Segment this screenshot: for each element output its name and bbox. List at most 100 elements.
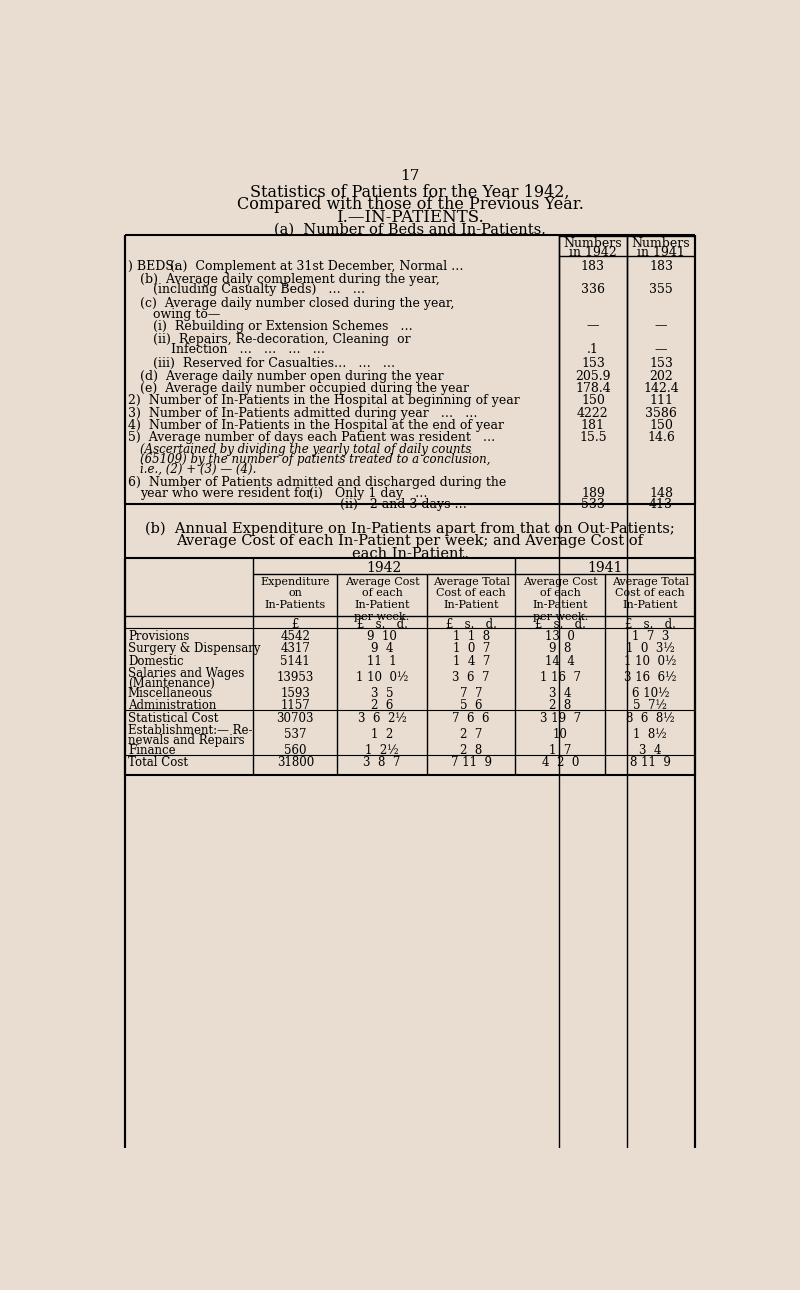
Text: 142.4: 142.4 [643,382,679,395]
Text: (a)  Complement at 31st December, Normal …: (a) Complement at 31st December, Normal … [170,259,463,272]
Text: 1  1  8: 1 1 8 [453,630,490,642]
Text: 9  8: 9 8 [549,642,571,655]
Text: in 1942: in 1942 [569,245,617,259]
Text: 3  6  7: 3 6 7 [453,672,490,685]
Text: 2)  Number of In-Patients in the Hospital at beginning of year: 2) Number of In-Patients in the Hospital… [128,395,520,408]
Text: £   s.   d.: £ s. d. [535,618,586,631]
Text: 413: 413 [649,498,673,511]
Text: 4317: 4317 [280,642,310,655]
Text: 1  4  7: 1 4 7 [453,654,490,667]
Text: 178.4: 178.4 [575,382,610,395]
Text: each In-Patient.: each In-Patient. [351,547,469,561]
Text: £: £ [292,618,299,631]
Text: 1 10  0½: 1 10 0½ [624,654,677,667]
Text: 2  8: 2 8 [550,699,571,712]
Text: 4222: 4222 [577,406,609,419]
Text: 205.9: 205.9 [575,370,610,383]
Text: newals and Repairs: newals and Repairs [128,734,245,747]
Text: (i)  Rebuilding or Extension Schemes   …: (i) Rebuilding or Extension Schemes … [153,320,413,333]
Text: 5  7½: 5 7½ [634,699,667,712]
Text: £   s.   d.: £ s. d. [357,618,407,631]
Text: 3  5: 3 5 [371,686,394,700]
Text: —: — [655,320,667,333]
Text: 153: 153 [581,356,605,369]
Text: Average Cost
of each
In-Patient
per week.: Average Cost of each In-Patient per week… [523,577,598,622]
Text: 8  6  8½: 8 6 8½ [626,712,674,725]
Text: Statistics of Patients for the Year 1942,: Statistics of Patients for the Year 1942… [250,184,570,201]
Text: 3  6  2½: 3 6 2½ [358,712,406,725]
Text: 3586: 3586 [645,406,677,419]
Text: —: — [586,320,599,333]
Text: Statistical Cost: Statistical Cost [128,712,218,725]
Text: 30703: 30703 [277,712,314,725]
Text: (Maintenance): (Maintenance) [128,677,214,690]
Text: 3  8  7: 3 8 7 [363,756,401,769]
Text: 8 11  9: 8 11 9 [630,756,670,769]
Text: 336: 336 [581,284,605,297]
Text: 150: 150 [649,419,673,432]
Text: i.e., (2) + (3) — (4).: i.e., (2) + (3) — (4). [140,463,257,476]
Text: Salaries and Wages: Salaries and Wages [128,667,244,680]
Text: (e)  Average daily number occupied during the year: (e) Average daily number occupied during… [140,382,470,395]
Text: 14  4: 14 4 [546,654,575,667]
Text: 3 19  7: 3 19 7 [540,712,581,725]
Text: 3  4: 3 4 [639,744,662,757]
Text: year who were resident for: year who were resident for [140,486,313,499]
Text: (a)  Number of Beds and In-Patients.: (a) Number of Beds and In-Patients. [274,223,546,236]
Text: 355: 355 [650,284,673,297]
Text: 2  7: 2 7 [460,729,482,742]
Text: 1  0  3½: 1 0 3½ [626,642,674,655]
Text: 3  4: 3 4 [549,686,571,700]
Text: Total Cost: Total Cost [128,756,188,769]
Text: 1 16  7: 1 16 7 [540,672,581,685]
Text: 183: 183 [649,259,673,272]
Text: Numbers: Numbers [563,237,622,250]
Text: 2  6: 2 6 [371,699,394,712]
Text: 533: 533 [581,498,605,511]
Text: 1  7  3: 1 7 3 [631,630,669,642]
Text: 1 10  0½: 1 10 0½ [356,672,408,685]
Text: (c)  Average daily number closed during the year,: (c) Average daily number closed during t… [140,297,454,311]
Text: (iii)  Reserved for Casualties…   …   …: (iii) Reserved for Casualties… … … [153,356,395,369]
Text: 202: 202 [650,370,673,383]
Text: Average Total
Cost of each
In-Patient: Average Total Cost of each In-Patient [433,577,510,610]
Text: (d)  Average daily number open during the year: (d) Average daily number open during the… [140,370,444,383]
Text: 1  0  7: 1 0 7 [453,642,490,655]
Text: (including Casualty Beds)   …   …: (including Casualty Beds) … … [153,284,365,297]
Text: ) BEDS:: ) BEDS: [128,259,178,272]
Text: (b)  Annual Expenditure on In-Patients apart from that on Out-Patients;: (b) Annual Expenditure on In-Patients ap… [145,521,675,535]
Text: 189: 189 [581,486,605,499]
Text: 7 11  9: 7 11 9 [450,756,492,769]
Text: Administration: Administration [128,699,216,712]
Text: Provisions: Provisions [128,630,190,642]
Text: 183: 183 [581,259,605,272]
Text: 13953: 13953 [277,672,314,685]
Text: 6 10½: 6 10½ [631,686,669,700]
Text: (ii)   2 and 3 days …: (ii) 2 and 3 days … [340,498,467,511]
Text: Infection   …   …   …   …: Infection … … … … [171,343,326,356]
Text: 4542: 4542 [280,630,310,642]
Text: .1: .1 [587,343,599,356]
Text: 153: 153 [649,356,673,369]
Text: 9  10: 9 10 [367,630,397,642]
Text: 111: 111 [649,395,673,408]
Text: 4)  Number of In-Patients in the Hospital at the end of year: 4) Number of In-Patients in the Hospital… [128,419,504,432]
Text: 1  2: 1 2 [371,729,394,742]
Text: Expenditure
on
In-Patients: Expenditure on In-Patients [261,577,330,610]
Text: 1157: 1157 [281,699,310,712]
Text: Surgery & Dispensary: Surgery & Dispensary [128,642,260,655]
Text: 6)  Number of Patients admitted and discharged during the: 6) Number of Patients admitted and disch… [128,476,506,489]
Text: I.—IN-PATIENTS.: I.—IN-PATIENTS. [336,209,484,227]
Text: 3)  Number of In-Patients admitted during year   …   …: 3) Number of In-Patients admitted during… [128,406,478,419]
Text: —: — [655,343,667,356]
Text: 1  2½: 1 2½ [366,744,399,757]
Text: 5  6: 5 6 [460,699,482,712]
Text: (b)  Average daily complement during the year,: (b) Average daily complement during the … [140,272,440,285]
Text: 31800: 31800 [277,756,314,769]
Text: 5141: 5141 [281,654,310,667]
Text: 9  4: 9 4 [371,642,394,655]
Text: Numbers: Numbers [632,237,690,250]
Text: 7  6  6: 7 6 6 [453,712,490,725]
Text: 181: 181 [581,419,605,432]
Text: (Ascertained by dividing the yearly total of daily counts: (Ascertained by dividing the yearly tota… [140,442,472,455]
